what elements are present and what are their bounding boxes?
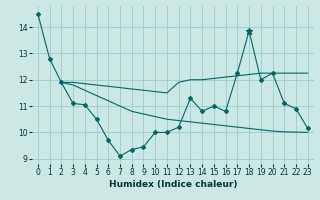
X-axis label: Humidex (Indice chaleur): Humidex (Indice chaleur) [108,180,237,189]
